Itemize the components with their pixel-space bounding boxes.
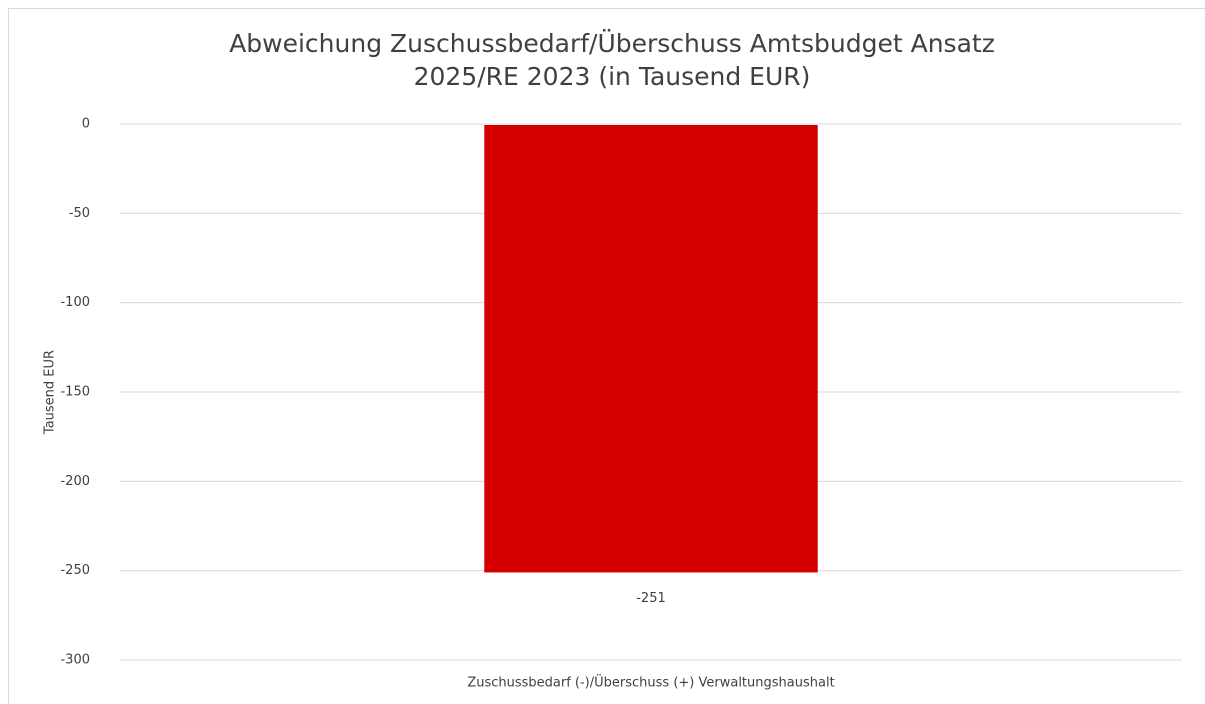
- y-tick-label: -50: [69, 206, 90, 221]
- chart-title: 2025/RE 2023 (in Tausend EUR): [414, 62, 811, 91]
- x-tick-label: Zuschussbedarf (-)/Überschuss (+) Verwal…: [467, 674, 834, 691]
- y-tick-label: 0: [82, 117, 90, 132]
- y-tick-label: -200: [60, 474, 90, 489]
- y-tick-label: -150: [60, 385, 90, 400]
- y-tick-label: -100: [60, 295, 90, 310]
- chart-border: [8, 8, 1205, 704]
- bar: [484, 125, 818, 573]
- y-tick-label: -300: [60, 653, 90, 668]
- y-tick-label: -250: [60, 563, 90, 578]
- y-axis-label: Tausend EUR: [43, 350, 58, 435]
- chart-title: Abweichung Zuschussbedarf/Überschuss Amt…: [229, 29, 995, 58]
- data-label: -251: [636, 591, 666, 606]
